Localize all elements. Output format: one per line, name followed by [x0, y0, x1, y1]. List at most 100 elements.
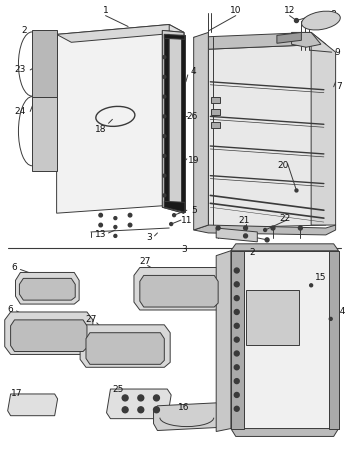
Circle shape	[163, 154, 166, 157]
Text: 1: 1	[103, 6, 108, 15]
Text: 24: 24	[15, 107, 26, 116]
Polygon shape	[57, 25, 184, 43]
Circle shape	[163, 95, 166, 98]
Polygon shape	[164, 34, 169, 207]
Text: 5: 5	[191, 206, 197, 215]
Text: 6: 6	[12, 263, 18, 272]
Polygon shape	[277, 32, 301, 43]
Circle shape	[173, 214, 176, 217]
Text: 17: 17	[11, 389, 22, 399]
Circle shape	[138, 407, 144, 413]
Circle shape	[234, 309, 239, 314]
Polygon shape	[5, 312, 93, 355]
Text: 10: 10	[230, 6, 242, 15]
Polygon shape	[231, 251, 338, 429]
Circle shape	[170, 223, 173, 226]
Text: 23: 23	[15, 65, 26, 74]
Circle shape	[154, 395, 159, 401]
Polygon shape	[169, 25, 184, 213]
Circle shape	[310, 284, 313, 287]
Polygon shape	[57, 25, 169, 213]
Polygon shape	[106, 389, 171, 419]
Text: 16: 16	[178, 403, 190, 412]
Text: 6: 6	[8, 304, 14, 314]
Text: 18: 18	[95, 125, 106, 134]
Circle shape	[138, 395, 144, 401]
Circle shape	[234, 406, 239, 411]
Text: 19: 19	[188, 156, 200, 165]
Circle shape	[234, 393, 239, 398]
Circle shape	[99, 223, 103, 227]
Circle shape	[163, 174, 166, 177]
Text: 27: 27	[139, 257, 150, 266]
Polygon shape	[311, 32, 336, 225]
Text: 13: 13	[95, 230, 106, 239]
Circle shape	[244, 234, 247, 238]
Polygon shape	[292, 32, 321, 47]
Circle shape	[265, 238, 269, 242]
Circle shape	[234, 379, 239, 383]
Text: 7: 7	[337, 82, 342, 91]
Circle shape	[299, 226, 302, 230]
Circle shape	[99, 213, 103, 217]
Circle shape	[234, 296, 239, 301]
Circle shape	[295, 189, 298, 192]
Text: 21: 21	[238, 216, 249, 224]
Text: 4: 4	[191, 68, 196, 76]
Polygon shape	[194, 32, 208, 230]
Polygon shape	[164, 34, 185, 39]
Circle shape	[216, 226, 220, 230]
Circle shape	[163, 75, 166, 78]
Polygon shape	[86, 333, 164, 364]
Text: 11: 11	[181, 216, 193, 224]
Polygon shape	[211, 110, 220, 115]
Text: 2: 2	[21, 26, 27, 35]
Circle shape	[271, 226, 275, 230]
Polygon shape	[140, 276, 218, 307]
Circle shape	[234, 337, 239, 342]
Circle shape	[122, 407, 128, 413]
Text: 15: 15	[315, 273, 327, 282]
Text: 20: 20	[277, 161, 288, 170]
Polygon shape	[32, 31, 57, 96]
Text: 3: 3	[181, 245, 187, 254]
Text: 8: 8	[331, 10, 337, 19]
Circle shape	[234, 365, 239, 370]
Text: 27: 27	[85, 315, 97, 324]
Circle shape	[234, 282, 239, 287]
Circle shape	[128, 223, 132, 227]
Polygon shape	[19, 278, 75, 300]
Polygon shape	[231, 251, 244, 429]
Circle shape	[128, 213, 132, 217]
Polygon shape	[231, 429, 338, 436]
Polygon shape	[162, 31, 184, 213]
Text: 14: 14	[335, 308, 346, 317]
Circle shape	[163, 135, 166, 138]
Polygon shape	[181, 35, 185, 212]
Polygon shape	[211, 96, 220, 102]
Polygon shape	[231, 244, 338, 251]
Polygon shape	[80, 325, 170, 367]
Circle shape	[294, 19, 299, 22]
Polygon shape	[134, 267, 224, 310]
Polygon shape	[329, 251, 338, 429]
Polygon shape	[216, 251, 231, 431]
Text: 25: 25	[113, 384, 124, 393]
Circle shape	[234, 351, 239, 356]
Polygon shape	[246, 290, 299, 345]
Text: 26: 26	[186, 112, 197, 121]
Text: 22: 22	[279, 213, 290, 223]
Circle shape	[329, 318, 332, 320]
Polygon shape	[211, 122, 220, 128]
Polygon shape	[208, 44, 326, 228]
Ellipse shape	[302, 11, 340, 30]
Circle shape	[154, 407, 159, 413]
Text: 12: 12	[284, 6, 295, 15]
Circle shape	[244, 226, 247, 230]
Polygon shape	[8, 394, 58, 416]
Polygon shape	[194, 32, 326, 49]
Circle shape	[114, 217, 117, 220]
Circle shape	[163, 115, 166, 118]
Circle shape	[163, 194, 166, 197]
Circle shape	[234, 268, 239, 273]
